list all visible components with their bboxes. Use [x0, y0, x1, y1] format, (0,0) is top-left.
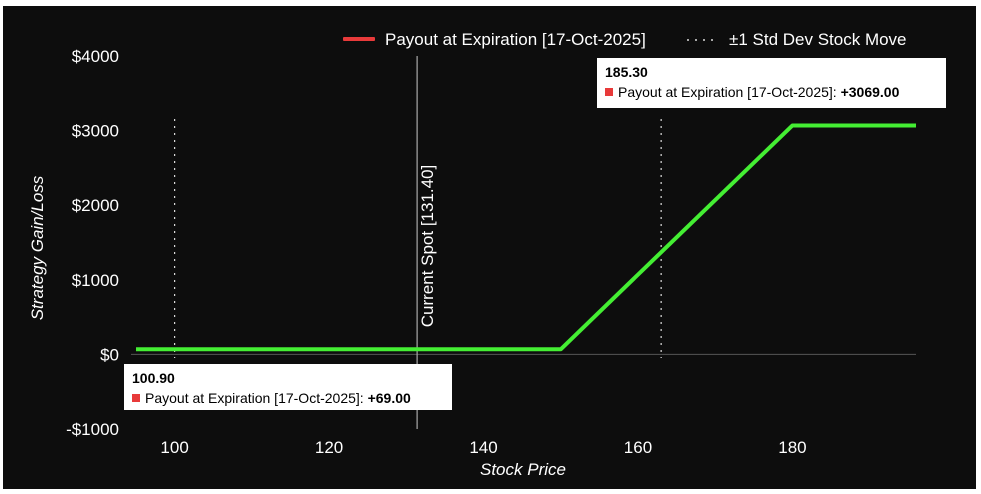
payout-chart[interactable]: $4000 $3000 $2000 $1000 $0 -$1000 100 120 140 160… [3, 6, 976, 489]
spot-line-label: Current Spot [131.40] [418, 165, 437, 328]
y-tick-label-2: $2000 [72, 196, 119, 215]
legend-payout-swatch [343, 37, 375, 41]
tooltip-high-series: Payout at Expiration [17-Oct-2025] [618, 84, 833, 100]
tooltip-low-x: 100.90 [132, 370, 175, 386]
x-tick-label-1: 120 [315, 438, 343, 457]
tooltip-low: 100.90 Payout at Expiration [17-Oct-2025… [124, 364, 452, 410]
x-axis-title: Stock Price [480, 460, 566, 479]
series-line-payout[interactable] [136, 123, 916, 352]
tooltip-high-swatch [605, 88, 613, 96]
tooltip-high: 185.30 Payout at Expiration [17-Oct-2025… [597, 58, 946, 108]
tooltip-high-value: +3069.00 [840, 84, 900, 100]
x-tick-label-2: 140 [469, 438, 497, 457]
tooltip-high-x: 185.30 [605, 64, 648, 80]
series-layer [136, 123, 916, 352]
y-tick-label-0: $4000 [72, 47, 119, 66]
y-tick-label-3: $1000 [72, 271, 119, 290]
legend-std-dev-label[interactable]: ±1 Std Dev Stock Move [729, 30, 907, 49]
tooltip-low-swatch [132, 394, 140, 402]
tooltip-low-series: Payout at Expiration [17-Oct-2025] [145, 390, 360, 406]
tooltip-low-row: Payout at Expiration [17-Oct-2025]: +69.… [132, 390, 444, 406]
legend-payout-label[interactable]: Payout at Expiration [17-Oct-2025] [385, 30, 646, 49]
y-tick-label-1: $3000 [72, 122, 119, 141]
x-tick-label-0: 100 [160, 438, 188, 457]
x-tick-label-3: 160 [624, 438, 652, 457]
legend[interactable]: Payout at Expiration [17-Oct-2025] ±1 St… [343, 30, 907, 49]
axis-layer: $4000 $3000 $2000 $1000 $0 -$1000 100 120 140 160… [66, 47, 807, 457]
x-tick-label-4: 180 [778, 438, 806, 457]
y-tick-label-5: -$1000 [66, 420, 119, 439]
tooltip-high-row: Payout at Expiration [17-Oct-2025]: +306… [605, 84, 938, 100]
y-tick-label-4: $0 [100, 345, 119, 364]
y-axis-title: Strategy Gain/Loss [28, 175, 47, 320]
chart-panel: $4000 $3000 $2000 $1000 $0 -$1000 100 120 140 160… [3, 6, 976, 489]
tooltip-low-value: +69.00 [367, 390, 411, 406]
